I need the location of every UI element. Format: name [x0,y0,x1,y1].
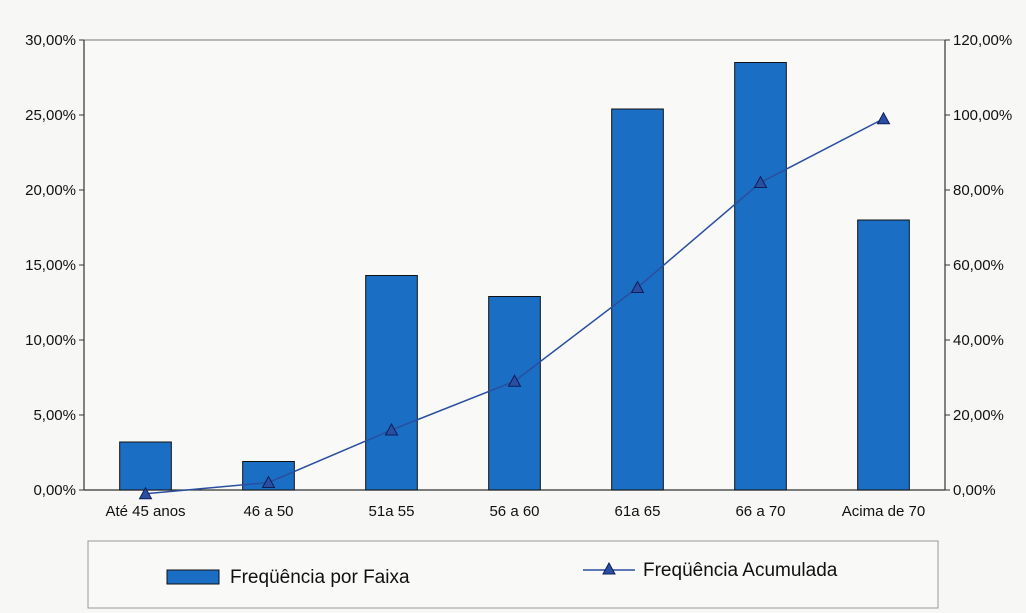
right-tick-label: 20,00% [953,407,1004,424]
category-label: 66 a 70 [735,503,785,520]
line-point-marker [384,422,399,436]
right-tick-label: 120,00% [953,32,1012,49]
legend-box [87,540,939,609]
category-label: 56 a 60 [489,503,539,520]
legend-swatch-bar [166,569,220,585]
bar [119,441,172,491]
right-tick-label: 100,00% [953,107,1012,124]
bar [611,108,664,491]
right-tick-label: 40,00% [953,332,1004,349]
left-tick-label: 10,00% [25,332,76,349]
left-tick-label: 25,00% [25,107,76,124]
line-point-marker [507,374,522,387]
line-point-marker [753,175,768,188]
left-tick-label: 0,00% [33,482,76,499]
left-tick-label: 15,00% [25,257,76,274]
category-label: 46 a 50 [243,503,293,520]
category-label: 61a 65 [615,503,661,520]
category-label: 51a 55 [369,503,415,520]
legend-label-bar: Freqüência por Faixa [230,567,410,588]
bar [734,62,787,491]
legend-swatch-marker [602,561,616,575]
legend-label-line: Freqüência Acumulada [643,560,838,581]
category-label: Até 45 anos [105,503,185,520]
left-tick-label: 20,00% [25,182,76,199]
bar [488,296,541,491]
left-tick-label: 5,00% [33,407,76,424]
line-point-marker [630,280,645,293]
line-point-marker [138,486,153,500]
right-tick-label: 80,00% [953,182,1004,199]
bar [365,275,418,491]
category-label: Acima de 70 [842,503,925,520]
right-tick-label: 0,00% [953,482,996,499]
right-tick-label: 60,00% [953,257,1004,274]
left-tick-label: 30,00% [25,32,76,49]
bar [857,219,910,491]
line-point-marker [261,475,276,488]
line-point-marker [876,111,891,125]
